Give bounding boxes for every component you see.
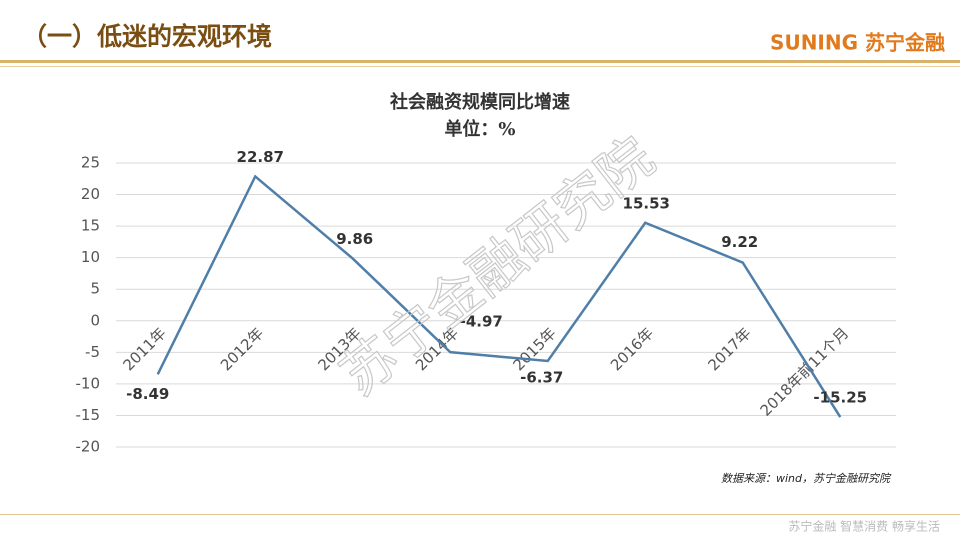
data-label: 15.53: [623, 194, 670, 212]
header-rule-thin: [0, 66, 960, 67]
source-note: 数据来源：wind，苏宁金融研究院: [721, 472, 892, 485]
y-tick-label: 20: [81, 185, 100, 203]
data-label: -4.97: [460, 313, 503, 331]
data-label: -8.49: [126, 385, 169, 403]
data-label: 22.87: [237, 148, 284, 166]
data-label: 9.86: [336, 230, 373, 248]
chart-title: 社会融资规模同比增速: [390, 91, 570, 113]
footer-text: 苏宁金融 智慧消费 畅享生活: [788, 519, 940, 534]
chart-subtitle: 单位：%: [444, 118, 515, 140]
y-tick-label: 15: [81, 217, 100, 235]
slide-title: （一）低迷的宏观环境: [22, 22, 272, 51]
y-tick-label: -5: [85, 343, 100, 361]
logo: SUNING 苏宁金融: [770, 31, 945, 55]
header-rule: [0, 60, 960, 63]
data-label: -15.25: [813, 389, 867, 407]
data-label: 9.22: [721, 233, 758, 251]
y-tick-label: -15: [76, 406, 101, 424]
y-tick-label: 25: [81, 154, 100, 172]
y-tick-label: -20: [76, 438, 101, 456]
y-tick-label: -10: [76, 374, 101, 392]
y-tick-label: 0: [90, 311, 100, 329]
y-tick-label: 5: [90, 280, 100, 298]
series-line: [156, 174, 842, 418]
y-tick-label: 10: [81, 248, 100, 266]
footer-rule: [0, 514, 960, 515]
data-label: -6.37: [520, 368, 563, 386]
